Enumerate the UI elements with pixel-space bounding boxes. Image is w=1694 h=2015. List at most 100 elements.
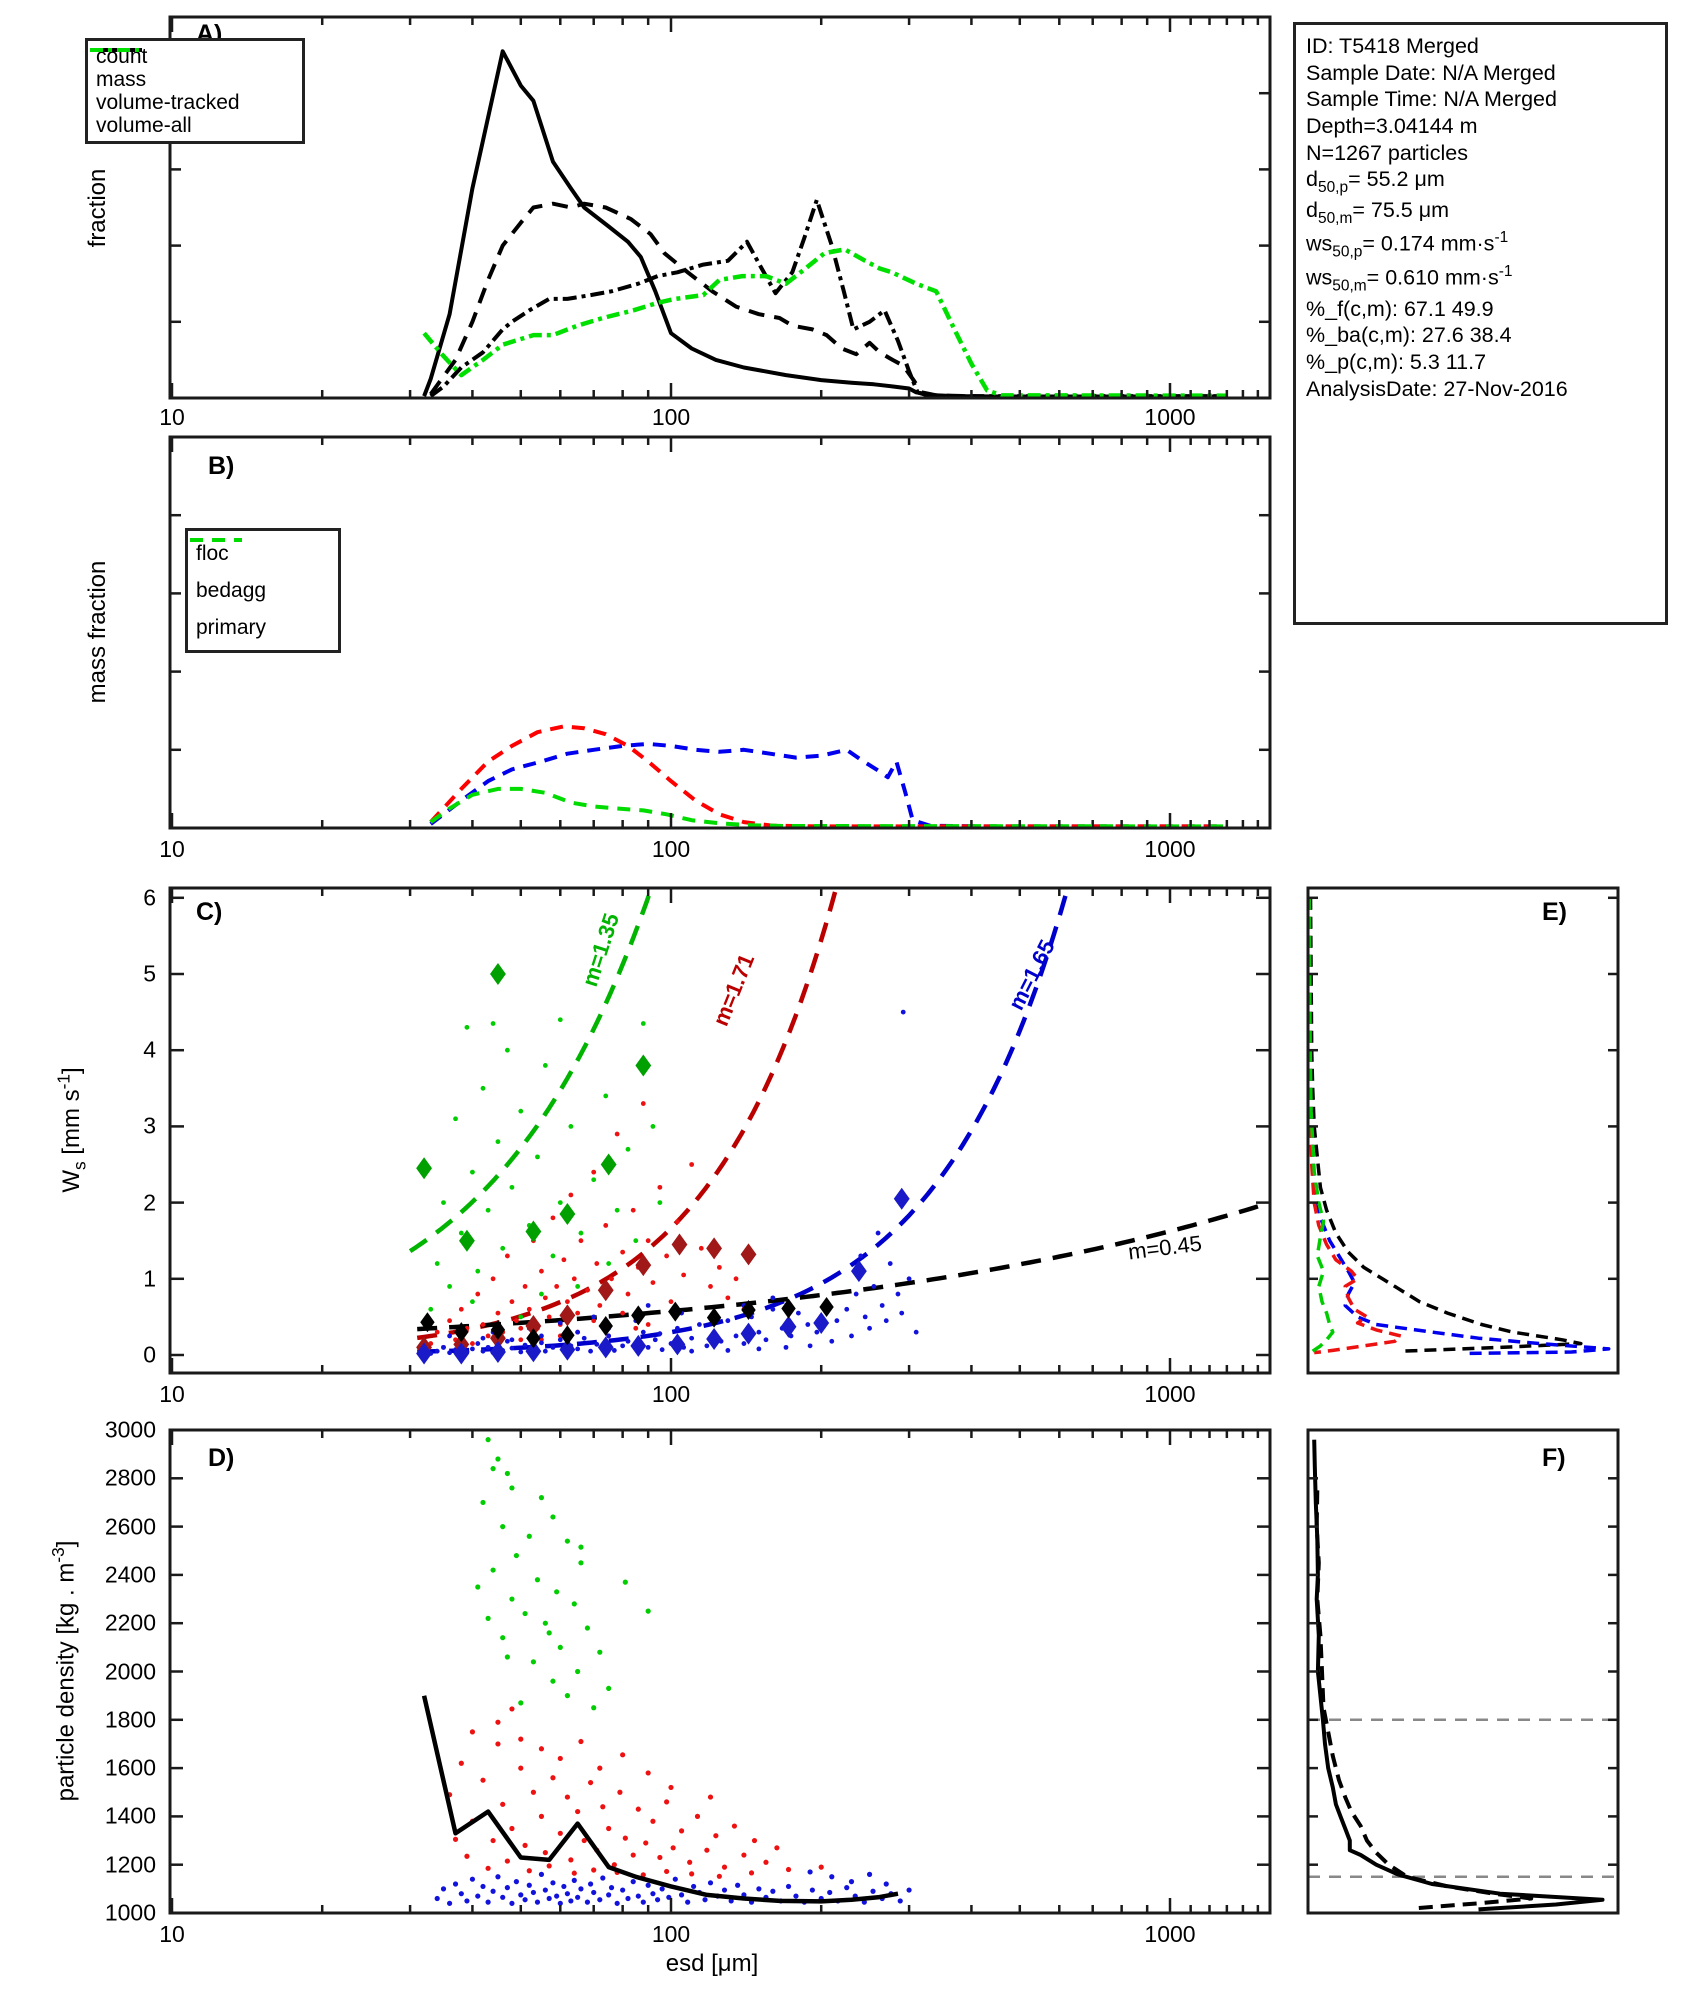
info-line: d50,p= 55.2 μm	[1306, 166, 1655, 197]
text-segment: AnalysisDate: 27-Nov-2016	[1306, 376, 1568, 401]
text-segment: 50,m	[1332, 277, 1367, 295]
info-line: ID: T5418 Merged	[1306, 33, 1655, 60]
panel-d-content	[421, 1437, 912, 1906]
panel-label-d: D)	[208, 1444, 235, 1472]
text-segment: %_ba(c,m): 27.6 38.4	[1306, 323, 1512, 348]
panel-c-content	[408, 889, 1259, 1365]
x-tick-label: 100	[651, 836, 691, 862]
text-segment: μm	[1414, 167, 1445, 192]
info-line: ws50,p= 0.174 mm·s-1	[1306, 228, 1655, 262]
panel-a-content	[422, 49, 1227, 397]
y-tick-label: 5	[143, 960, 156, 987]
panel-b-border	[168, 435, 1272, 830]
text-segment: ws	[1306, 265, 1333, 290]
y-tick-label: 6	[143, 884, 156, 911]
legend-label: bedagg	[196, 578, 267, 602]
panel-a-border	[168, 15, 1272, 400]
text-segment: 50,p	[1317, 179, 1349, 197]
text-segment: -1	[1494, 229, 1509, 247]
info-line: Sample Time: N/A Merged	[1306, 86, 1655, 113]
y-axis-title-density: particle density [kg . m-3]	[48, 1541, 81, 1802]
info-line: Sample Date: N/A Merged	[1306, 60, 1655, 87]
panel-e-border	[1306, 886, 1620, 1375]
text-segment: ]	[57, 1067, 85, 1075]
text-segment: Sample Time: N/A Merged	[1306, 87, 1557, 112]
text-segment: d	[1306, 198, 1318, 223]
x-tick-label: 10	[159, 1381, 185, 1407]
y-tick-label: 1	[143, 1265, 156, 1292]
x-tick-label: 10	[159, 1921, 185, 1947]
legend-item-primary: primary	[190, 538, 330, 646]
panel-c-border	[168, 886, 1272, 1375]
y-axis-title-mass-fraction: mass fraction	[84, 560, 111, 704]
text-segment: -3	[47, 1547, 68, 1563]
info-line: AnalysisDate: 27-Nov-2016	[1306, 376, 1655, 403]
y-tick-label: 2	[143, 1189, 156, 1216]
x-tick-label: 100	[651, 1921, 691, 1947]
text-segment: ws	[1306, 231, 1333, 256]
text-segment: = 0.174 mm·s	[1362, 231, 1495, 256]
y-tick-label: 1600	[104, 1754, 156, 1781]
text-segment: Depth=3.04144 m	[1306, 113, 1478, 138]
y-tick-label: 2600	[104, 1513, 156, 1540]
y-tick-label: 3000	[104, 1416, 156, 1443]
legend-label: mass	[96, 67, 147, 91]
text-segment: %_f(c,m): 67.1 49.9	[1306, 296, 1494, 321]
x-tick-label: 10	[159, 404, 185, 430]
x-tick-label: 10	[159, 836, 185, 862]
text-segment: 50,m	[1317, 210, 1353, 228]
x-tick-label: 100	[651, 404, 691, 430]
legend-panel-a: count mass volume-tracked volume-all	[85, 38, 305, 144]
panel-b-content	[429, 724, 1227, 827]
x-axis-title-esd: esd [μm]	[665, 1950, 759, 1977]
info-line: %_f(c,m): 67.1 49.9	[1306, 296, 1655, 323]
info-line: N=1267 particles	[1306, 140, 1655, 167]
x-tick-label: 1000	[1144, 404, 1196, 430]
y-tick-label: 1400	[104, 1802, 156, 1829]
info-line: %_ba(c,m): 27.6 38.4	[1306, 322, 1655, 349]
text-segment: [mm s	[57, 1089, 85, 1162]
panel-label-b: B)	[208, 452, 235, 480]
text-segment: %_p(c,m): 5.3 11.7	[1306, 349, 1487, 374]
x-tick-label: 1000	[1144, 1381, 1196, 1407]
info-line: Depth=3.04144 m	[1306, 113, 1655, 140]
y-tick-label: 2000	[104, 1658, 156, 1684]
y-tick-label: 2800	[104, 1464, 156, 1491]
text-segment: Sample Date: N/A Merged	[1306, 60, 1556, 85]
legend-label: volume-tracked	[96, 90, 240, 114]
legend-label: volume-all	[96, 113, 192, 137]
legend-item-bedagg: bedagg	[190, 538, 330, 609]
y-tick-label: 1000	[104, 1899, 156, 1926]
text-segment: d	[1306, 167, 1318, 192]
y-tick-label: 2400	[104, 1561, 156, 1588]
panel-label-f: F)	[1542, 1444, 1566, 1472]
text-segment: μm	[1418, 198, 1450, 223]
legend-label: primary	[196, 615, 267, 639]
legend-item-mass: mass	[90, 48, 294, 91]
panel-e-content	[1309, 897, 1611, 1356]
legend-label: floc	[196, 541, 229, 565]
panel-f-content	[1309, 1439, 1617, 1912]
x-tick-label: 1000	[1144, 836, 1196, 862]
legend-panel-b: floc bedagg primary	[185, 528, 341, 653]
text-segment: N=1267 particles	[1306, 140, 1468, 165]
panel-label-c: C)	[196, 898, 223, 926]
text-segment: 50,p	[1332, 243, 1363, 261]
y-tick-label: 1800	[104, 1706, 156, 1733]
panel-d-border	[168, 1428, 1272, 1915]
text-segment: -1	[53, 1074, 74, 1090]
text-segment: particle density [kg . m	[52, 1562, 80, 1802]
y-tick-label: 4	[143, 1036, 156, 1063]
text-segment: = 0.610 mm·s	[1366, 265, 1499, 290]
y-tick-label: 3	[143, 1112, 156, 1139]
text-segment: -1	[1498, 262, 1513, 280]
info-line: %_p(c,m): 5.3 11.7	[1306, 349, 1655, 376]
panel-label-e: E)	[1542, 898, 1567, 926]
panel-f-border	[1306, 1428, 1620, 1915]
text-segment: W	[57, 1170, 85, 1193]
line-style-swatch-icon	[190, 538, 242, 542]
text-segment: ID: T5418 Merged	[1306, 34, 1479, 58]
line-style-swatch-icon	[90, 48, 142, 52]
x-tick-label: 100	[651, 1381, 691, 1407]
